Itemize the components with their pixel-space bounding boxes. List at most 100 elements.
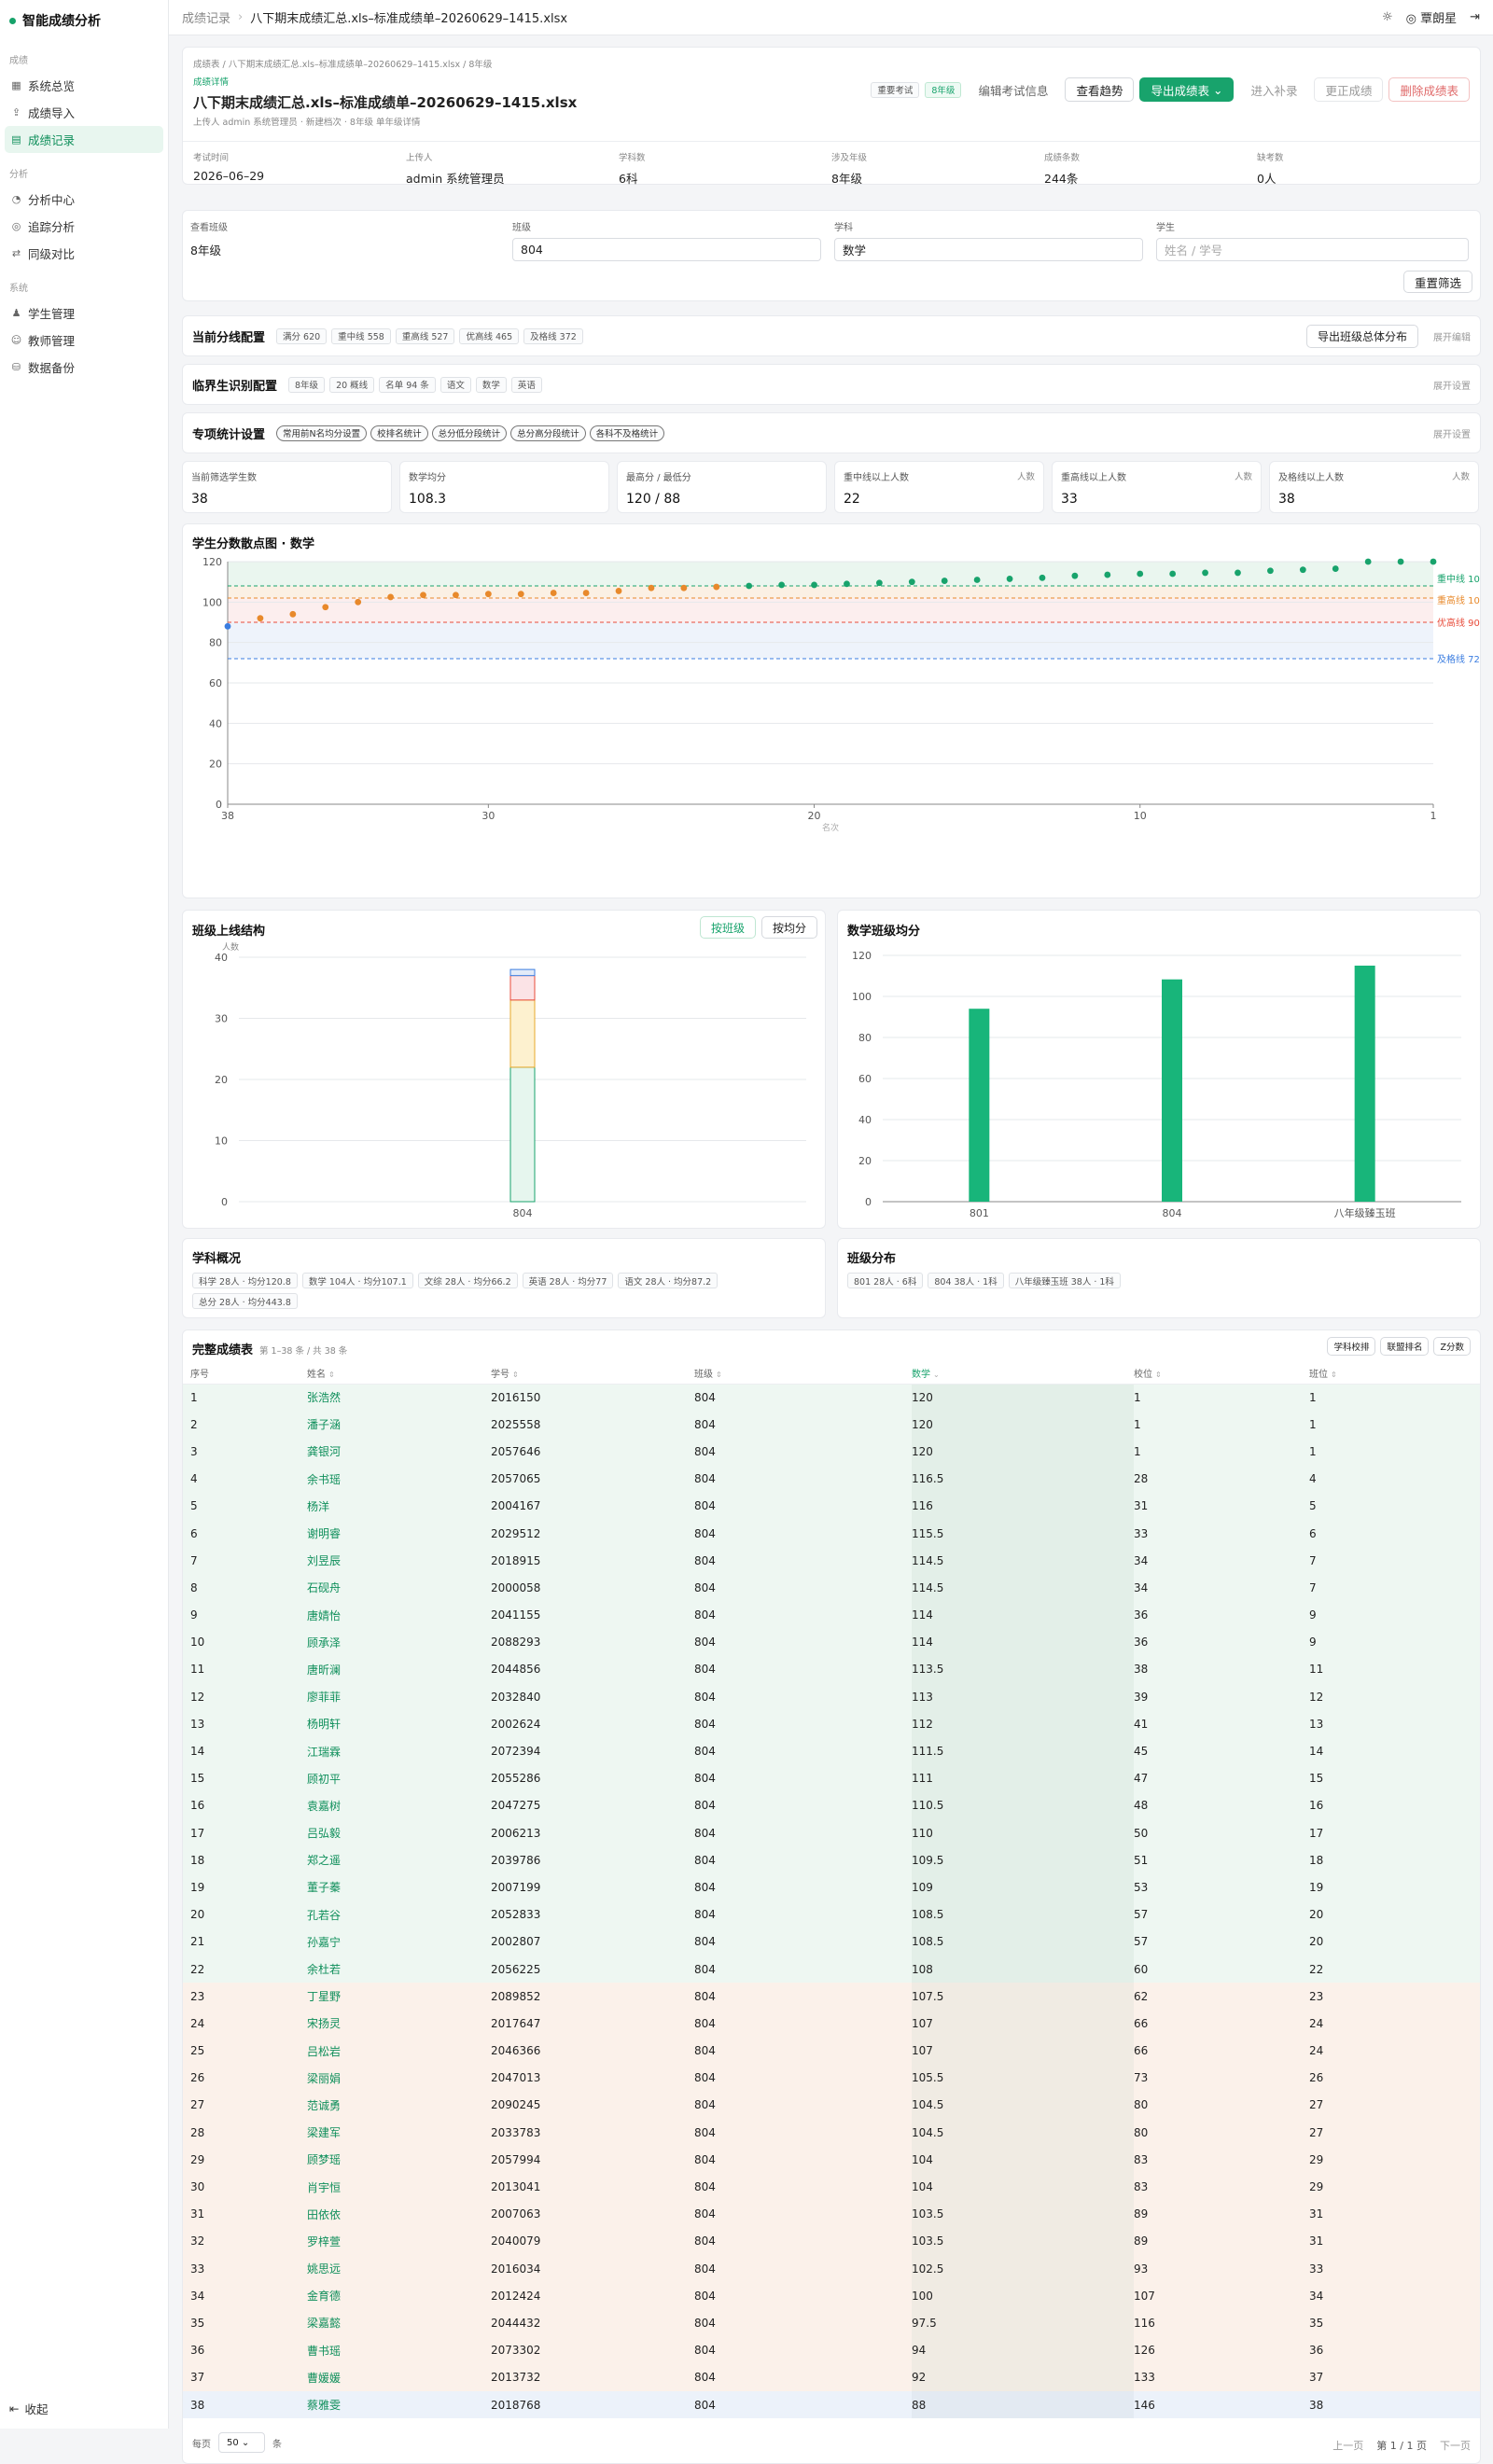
table-row[interactable]: 31 田依依 2007063 804 103.5 89 31 (183, 2200, 1480, 2228)
table-tool-button[interactable]: 联盟排名 (1380, 1337, 1430, 1356)
table-row[interactable]: 12 廖菲菲 2032840 804 113 39 12 (183, 1683, 1480, 1711)
scatter-point[interactable] (778, 581, 786, 589)
scatter-point[interactable] (746, 582, 753, 590)
table-row[interactable]: 16 袁嘉树 2047275 804 110.5 48 16 (183, 1791, 1480, 1819)
subject-select[interactable]: 数学 (834, 238, 1143, 261)
avg-bar[interactable] (969, 1009, 990, 1202)
table-row[interactable]: 35 梁嘉懿 2044432 804 97.5 116 35 (183, 2309, 1480, 2337)
table-header[interactable]: 校位 ⇕ (1134, 1362, 1309, 1385)
sidebar-item[interactable]: ▤ 成绩记录 (5, 126, 163, 153)
table-tool-button[interactable]: 学科校排 (1327, 1337, 1376, 1356)
stack-segment[interactable] (509, 968, 536, 977)
table-row[interactable]: 37 曹媛媛 2013732 804 92 133 37 (183, 2363, 1480, 2391)
promote-button[interactable]: 进入补录 (1239, 77, 1309, 102)
scatter-point[interactable] (257, 615, 264, 622)
scatter-point[interactable] (1299, 566, 1306, 574)
table-row[interactable]: 14 江瑞霖 2072394 804 111.5 45 14 (183, 1737, 1480, 1765)
scatter-point[interactable] (355, 598, 362, 606)
table-row[interactable]: 9 唐婧怡 2041155 804 114 36 9 (183, 1601, 1480, 1629)
user-menu[interactable]: ◎ 覃朗星 (1405, 12, 1458, 26)
table-row[interactable]: 34 金育德 2012424 804 100 107 34 (183, 2282, 1480, 2310)
avg-bar[interactable] (1162, 979, 1182, 1202)
edit-exam-button[interactable]: 编辑考试信息 (967, 77, 1060, 102)
expand-edit-link[interactable]: 展开编辑 (1433, 332, 1471, 343)
table-row[interactable]: 38 蔡雅雯 2018768 804 88 146 38 (183, 2390, 1480, 2419)
scatter-point[interactable] (1071, 572, 1079, 579)
reset-filter-button[interactable]: 重置筛选 (1402, 271, 1472, 293)
breadcrumb-parent[interactable]: 成绩记录 (182, 12, 231, 26)
scatter-point[interactable] (1202, 569, 1208, 577)
scatter-point[interactable] (1006, 576, 1013, 582)
table-row[interactable]: 26 梁丽娟 2047013 804 105.5 73 26 (183, 2064, 1480, 2092)
scatter-point[interactable] (1364, 558, 1372, 565)
page-size-select[interactable]: 50 ⌄ (218, 2432, 265, 2453)
table-header[interactable]: 序号 (183, 1362, 307, 1385)
sidebar-item[interactable]: ☺ 教师管理 (5, 327, 163, 354)
sidebar-item[interactable]: ⇄ 同级对比 (5, 240, 163, 267)
sidebar-item[interactable]: ◎ 追踪分析 (5, 213, 163, 240)
table-row[interactable]: 6 谢明睿 2029512 804 115.5 33 6 (183, 1519, 1480, 1548)
table-row[interactable]: 28 梁建军 2033783 804 104.5 80 27 (183, 2119, 1480, 2147)
theme-toggle-icon[interactable]: ☼ (1381, 10, 1393, 24)
scatter-point[interactable] (875, 579, 883, 587)
table-row[interactable]: 32 罗梓萱 2040079 804 103.5 89 31 (183, 2227, 1480, 2255)
table-row[interactable]: 36 曹书瑶 2073302 804 94 126 36 (183, 2336, 1480, 2364)
delete-button[interactable]: 删除成绩表 (1388, 77, 1470, 102)
view-trend-button[interactable]: 查看趋势 (1065, 77, 1135, 102)
scatter-point[interactable] (973, 577, 981, 583)
table-row[interactable]: 2 潘子涵 2025558 804 120 1 1 (183, 1411, 1480, 1439)
stack-segment[interactable] (509, 1066, 536, 1203)
toggle-by-class[interactable]: 按班级 (699, 916, 756, 939)
sidebar-item[interactable]: ⇪ 成绩导入 (5, 99, 163, 126)
scatter-point[interactable] (844, 580, 850, 588)
collapse-button[interactable]: ⇤ 收起 (9, 2401, 49, 2416)
table-header[interactable]: 班位 ⇕ (1309, 1362, 1480, 1385)
grade-select[interactable]: 8年级 (190, 238, 499, 261)
scatter-point[interactable] (289, 610, 297, 618)
logout-icon[interactable]: ⇥ (1470, 10, 1480, 24)
scatter-point[interactable] (1332, 565, 1339, 572)
class-select[interactable]: 804 (512, 238, 821, 261)
scatter-point[interactable] (387, 593, 394, 601)
scatter-point[interactable] (1039, 574, 1046, 581)
scatter-point[interactable] (713, 583, 720, 591)
table-tool-button[interactable]: Z分数 (1433, 1337, 1471, 1356)
scatter-point[interactable] (1235, 569, 1241, 577)
table-header[interactable]: 班级 ⇕ (694, 1362, 912, 1385)
table-row[interactable]: 3 龚银河 2057646 804 120 1 1 (183, 1438, 1480, 1466)
table-header[interactable]: 姓名 ⇕ (307, 1362, 491, 1385)
scatter-point[interactable] (648, 584, 655, 592)
table-row[interactable]: 23 丁星野 2089852 804 107.5 62 23 (183, 1983, 1480, 2011)
correct-button[interactable]: 更正成绩 (1314, 77, 1384, 102)
special-expand-link[interactable]: 展开设置 (1433, 429, 1471, 440)
toggle-by-average[interactable]: 按均分 (760, 916, 817, 939)
scatter-point[interactable] (941, 578, 948, 584)
critical-expand-link[interactable]: 展开设置 (1433, 381, 1471, 392)
stack-segment[interactable] (509, 975, 536, 1001)
sidebar-item[interactable]: ⛁ 数据备份 (5, 354, 163, 381)
table-header[interactable]: 学号 ⇕ (491, 1362, 694, 1385)
scatter-point[interactable] (224, 622, 231, 630)
scatter-point[interactable] (1397, 558, 1404, 565)
table-row[interactable]: 11 唐昕澜 2044856 804 113.5 38 11 (183, 1655, 1480, 1684)
table-row[interactable]: 4 余书瑶 2057065 804 116.5 28 4 (183, 1465, 1480, 1493)
prev-page-button[interactable]: 上一页 (1333, 2440, 1364, 2452)
table-row[interactable]: 10 顾承泽 2088293 804 114 36 9 (183, 1628, 1480, 1656)
table-row[interactable]: 8 石砚舟 2000058 804 114.5 34 7 (183, 1574, 1480, 1602)
table-row[interactable]: 19 董子蓁 2007199 804 109 53 19 (183, 1873, 1480, 1901)
next-page-button[interactable]: 下一页 (1440, 2440, 1471, 2452)
scatter-point[interactable] (550, 590, 557, 596)
table-row[interactable]: 1 张浩然 2016150 804 120 1 1 (183, 1384, 1480, 1412)
avg-bar[interactable] (1354, 966, 1375, 1202)
table-row[interactable]: 33 姚思远 2016034 804 102.5 93 33 (183, 2255, 1480, 2283)
scatter-point[interactable] (1104, 571, 1111, 578)
table-row[interactable]: 20 孔若谷 2052833 804 108.5 57 20 (183, 1900, 1480, 1928)
table-row[interactable]: 15 顾初平 2055286 804 111 47 15 (183, 1764, 1480, 1792)
export-class-distribution-button[interactable]: 导出班级总体分布 (1305, 324, 1418, 348)
table-row[interactable]: 21 孙嘉宁 2002807 804 108.5 57 20 (183, 1928, 1480, 1956)
scatter-point[interactable] (680, 584, 688, 592)
table-row[interactable]: 24 宋扬灵 2017647 804 107 66 24 (183, 2010, 1480, 2038)
table-row[interactable]: 25 吕松岩 2046366 804 107 66 24 (183, 2037, 1480, 2065)
scatter-point[interactable] (420, 592, 426, 599)
sidebar-item[interactable]: ♟ 学生管理 (5, 299, 163, 327)
